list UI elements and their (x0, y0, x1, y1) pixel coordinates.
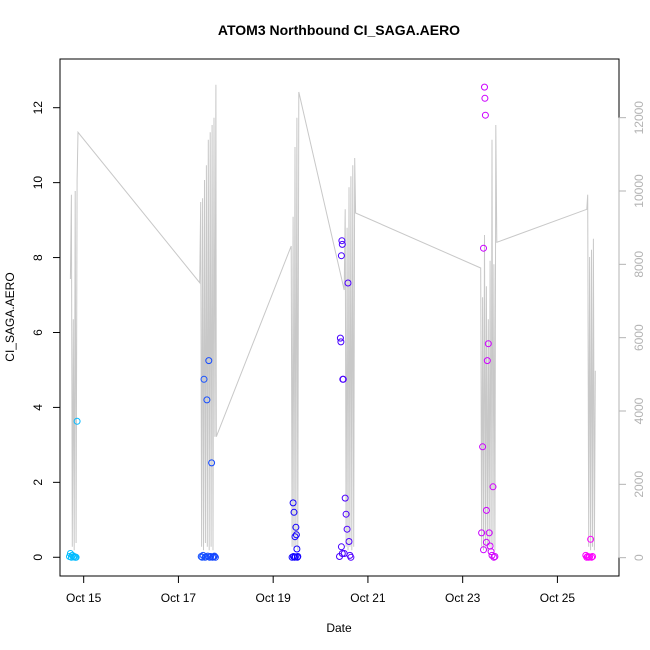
y2-tick-label: 12000 (632, 101, 646, 135)
y2-tick-label: 4000 (632, 397, 646, 424)
data-point (337, 543, 345, 551)
data-point (205, 357, 213, 365)
data-point (343, 525, 351, 533)
data-point (589, 553, 596, 560)
data-point (478, 529, 486, 537)
data-point (337, 252, 345, 260)
data-point (339, 375, 347, 383)
y-tick-label: 6 (31, 329, 45, 336)
data-point (483, 357, 491, 365)
data-point (347, 553, 355, 561)
x-tick-label: Oct 25 (540, 591, 576, 605)
axes-layer: Oct 15 Oct 17 Oct 19 Oct 21 Oct 23 Oct 25 0 2 4 6… (31, 101, 646, 605)
x-tick-label: Oct 19 (255, 591, 291, 605)
data-point (345, 538, 353, 545)
data-point (338, 550, 346, 557)
data-point (294, 553, 302, 560)
y-tick-label: 4 (31, 404, 45, 411)
data-point (484, 340, 492, 348)
y2-tick-label: 0 (632, 554, 646, 561)
data-point (344, 279, 352, 287)
y-tick-label: 8 (31, 254, 45, 261)
x-tick-label: Oct 23 (445, 591, 481, 605)
data-point (491, 553, 499, 560)
data-point (210, 552, 218, 560)
y-axis-label: CI_SAGA.AERO (3, 272, 17, 361)
data-point (211, 553, 219, 561)
y2-tick-label: 10000 (632, 174, 646, 208)
data-point (203, 396, 211, 404)
data-point (292, 531, 300, 539)
data-point (481, 94, 489, 102)
altitude-line (69, 84, 596, 551)
y2-tick-label: 8000 (632, 251, 646, 278)
data-point (336, 334, 344, 342)
data-point (482, 506, 490, 514)
data-point (338, 240, 346, 248)
data-point (293, 545, 301, 553)
data-point (490, 553, 498, 561)
data-point (482, 538, 490, 546)
data-point (485, 529, 493, 537)
data-point (480, 244, 487, 252)
data-point (588, 553, 595, 561)
data-point (292, 523, 300, 531)
data-point (481, 111, 489, 119)
data-point (489, 483, 497, 491)
data-point (200, 375, 208, 383)
data-point (338, 237, 346, 245)
series-layer (66, 83, 596, 561)
plot-frame (59, 58, 620, 577)
data-point (290, 508, 298, 516)
data-point (73, 417, 81, 425)
x-tick-label: Oct 21 (350, 591, 386, 605)
x-axis-label: Date (326, 621, 352, 635)
data-point (481, 83, 488, 91)
data-point (479, 443, 487, 451)
data-point (487, 548, 495, 556)
y-tick-label: 0 (31, 554, 45, 561)
data-point (208, 459, 216, 467)
data-point (289, 499, 297, 507)
data-point (342, 510, 350, 518)
data-point (480, 546, 487, 554)
x-tick-label: Oct 17 (161, 591, 197, 605)
y-tick-label: 10 (31, 176, 45, 190)
data-point (291, 533, 299, 541)
y2-tick-label: 6000 (632, 324, 646, 351)
data-point (341, 494, 349, 502)
data-point (337, 338, 345, 346)
chart-title: ATOM3 Northbound CI_SAGA.AERO (218, 22, 460, 38)
y-tick-label: 2 (31, 479, 45, 486)
data-point (72, 553, 80, 561)
data-point (486, 542, 494, 550)
x-tick-label: Oct 15 (66, 591, 102, 605)
data-point (587, 535, 595, 543)
y2-tick-label: 2000 (632, 471, 646, 498)
y-tick-label: 12 (31, 101, 45, 115)
